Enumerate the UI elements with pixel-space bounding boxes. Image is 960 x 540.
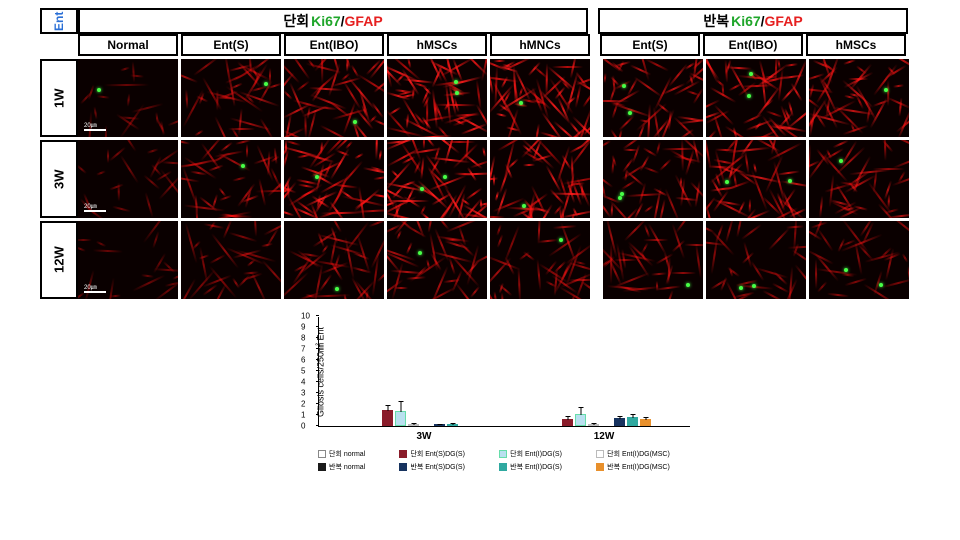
header-row-1: Ent 단회Ki67 / GFAP 반복Ki67 / GFAP	[40, 8, 909, 34]
microscopy-image	[809, 59, 909, 137]
microscopy-image	[284, 59, 384, 137]
microscopy-image	[490, 59, 590, 137]
col-header: Ent(S)	[600, 34, 700, 56]
microscopy-image	[490, 140, 590, 218]
group-header-repeat: 반복Ki67 / GFAP	[598, 8, 908, 34]
x-tick-label: 3W	[417, 431, 432, 442]
row-label: 12W	[40, 221, 78, 299]
y-tick: 4	[301, 378, 305, 387]
microscopy-image	[181, 59, 281, 137]
microscopy-image: 20㎛	[78, 221, 178, 299]
y-tick: 1	[301, 411, 305, 420]
bar	[408, 424, 419, 426]
bar	[382, 410, 393, 427]
bar-chart: Gliosis cells/250㎟ Ent 0123456789103W12W…	[270, 317, 690, 472]
col-header: hMSCs	[806, 34, 906, 56]
y-tick: 10	[301, 312, 310, 321]
y-tick: 2	[301, 400, 305, 409]
image-row: 12W20㎛	[40, 221, 909, 299]
legend-item: 반복 normal	[318, 462, 385, 472]
microscopy-image	[603, 221, 703, 299]
microscopy-image	[284, 221, 384, 299]
chart-legend: 단회 normal 단회 Ent(S)DG(S) 단회 Ent(I)DG(S) 단회 …	[318, 449, 690, 472]
col-header: Ent(IBO)	[703, 34, 803, 56]
bar	[562, 419, 573, 426]
y-tick: 7	[301, 345, 305, 354]
bar	[627, 417, 638, 426]
y-tick: 8	[301, 334, 305, 343]
legend-item: 단회 Ent(I)DG(S)	[499, 449, 582, 459]
col-header: hMSCs	[387, 34, 487, 56]
y-tick: 0	[301, 422, 305, 431]
microscopy-image	[181, 140, 281, 218]
header-row-2: NormalEnt(S)Ent(IBO)hMSCshMNCs Ent(S)Ent…	[40, 34, 909, 56]
col-header: Normal	[78, 34, 178, 56]
microscopy-grid: Ent 단회Ki67 / GFAP 반복Ki67 / GFAP NormalEn…	[40, 8, 920, 299]
row-label: 1W	[40, 59, 78, 137]
y-tick: 5	[301, 367, 305, 376]
legend-item: 단회 Ent(I)DG(MSC)	[596, 449, 690, 459]
row-label: 3W	[40, 140, 78, 218]
bar-group	[369, 410, 471, 427]
microscopy-image	[706, 221, 806, 299]
bar	[614, 418, 625, 426]
col-header: Ent(S)	[181, 34, 281, 56]
bar	[575, 414, 586, 426]
y-tick: 3	[301, 389, 305, 398]
bar	[588, 424, 599, 426]
legend-item: 반복 Ent(I)DG(MSC)	[596, 462, 690, 472]
microscopy-image	[387, 59, 487, 137]
microscopy-image	[284, 140, 384, 218]
bar	[447, 424, 458, 426]
legend-item: 단회 normal	[318, 449, 385, 459]
bar	[395, 411, 406, 426]
microscopy-image	[706, 59, 806, 137]
legend-item: 반복 Ent(S)DG(S)	[399, 462, 485, 472]
microscopy-image: 20㎛	[78, 140, 178, 218]
bar	[434, 424, 445, 426]
microscopy-image	[490, 221, 590, 299]
microscopy-image	[809, 221, 909, 299]
microscopy-image	[809, 140, 909, 218]
microscopy-image	[706, 140, 806, 218]
bar	[640, 419, 651, 426]
microscopy-image	[387, 140, 487, 218]
y-tick: 9	[301, 323, 305, 332]
group-header-single: 단회Ki67 / GFAP	[78, 8, 588, 34]
legend-item: 반복 Ent(I)DG(S)	[499, 462, 582, 472]
legend-item: 단회 Ent(S)DG(S)	[399, 449, 485, 459]
corner-label: Ent	[40, 8, 78, 34]
bar-group	[549, 414, 651, 426]
col-header: Ent(IBO)	[284, 34, 384, 56]
y-tick: 6	[301, 356, 305, 365]
microscopy-image	[387, 221, 487, 299]
col-header: hMNCs	[490, 34, 590, 56]
microscopy-image	[603, 140, 703, 218]
microscopy-image: 20㎛	[78, 59, 178, 137]
microscopy-image	[181, 221, 281, 299]
x-tick-label: 12W	[594, 431, 615, 442]
image-row: 1W20㎛	[40, 59, 909, 137]
microscopy-image	[603, 59, 703, 137]
image-row: 3W20㎛	[40, 140, 909, 218]
